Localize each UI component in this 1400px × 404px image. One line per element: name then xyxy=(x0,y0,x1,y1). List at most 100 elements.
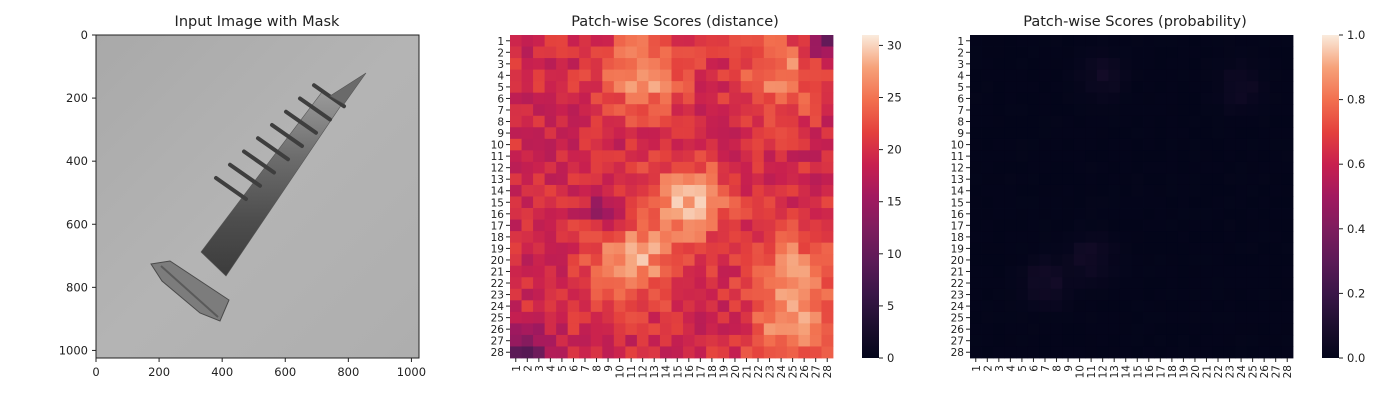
heatmap-cell xyxy=(740,242,753,255)
heatmap-cell xyxy=(1108,196,1121,209)
heatmap-cell xyxy=(671,173,684,186)
heatmap-cell xyxy=(1143,196,1155,209)
screw-tip xyxy=(329,72,367,105)
heatmap-cell xyxy=(556,311,569,324)
heatmap-cell xyxy=(510,46,522,59)
heatmap-cell xyxy=(1189,334,1202,347)
heatmap-cell xyxy=(970,334,982,347)
heatmap-cell xyxy=(1223,173,1236,186)
heatmap-cell xyxy=(1235,35,1248,47)
heatmap-cell xyxy=(1223,288,1236,301)
heatmap-cell xyxy=(510,219,522,232)
heatmap-cell xyxy=(970,219,982,232)
heatmap-cell xyxy=(521,300,534,313)
heatmap-cell xyxy=(1062,208,1075,220)
heatmap-cell xyxy=(556,115,569,128)
heatmap-cell xyxy=(1177,311,1190,324)
heatmap-cell xyxy=(798,219,811,232)
heatmap-cell xyxy=(775,254,788,267)
x-tick-label: 6 xyxy=(568,365,580,372)
heatmap-cell xyxy=(1050,196,1063,209)
heatmap-cell xyxy=(1235,277,1248,290)
heatmap-cell xyxy=(729,173,742,186)
heatmap-cell xyxy=(809,35,822,47)
heatmap-cell xyxy=(556,254,569,267)
probability-colorbar-ticks: 0.00.20.40.60.81.0 xyxy=(1339,28,1365,365)
heatmap-cell xyxy=(993,208,1006,220)
heatmap-cell xyxy=(717,58,730,71)
heatmap-cell xyxy=(510,58,522,71)
heatmap-cell xyxy=(775,242,788,255)
heatmap-cell xyxy=(1154,346,1167,359)
heatmap-cell xyxy=(1212,196,1225,209)
screw-thread xyxy=(284,109,318,135)
heatmap-cell xyxy=(671,184,684,197)
heatmap-cell xyxy=(740,46,753,59)
heatmap-cell xyxy=(671,231,684,244)
heatmap-cell xyxy=(729,161,742,174)
heatmap-cell xyxy=(821,311,834,324)
heatmap-cell xyxy=(510,311,522,324)
heatmap-cell xyxy=(683,231,695,244)
heatmap-cell xyxy=(659,173,672,186)
heatmap-cell xyxy=(1212,115,1225,128)
heatmap-cell xyxy=(1189,184,1202,197)
colorbar-tick-label: 1.0 xyxy=(1347,28,1365,42)
heatmap-cell xyxy=(1131,323,1144,336)
heatmap-cell xyxy=(1200,104,1213,117)
heatmap-cell xyxy=(1258,58,1271,71)
heatmap-cell xyxy=(706,242,719,255)
heatmap-cell xyxy=(706,138,719,151)
heatmap-cell xyxy=(1281,81,1294,94)
heatmap-cell xyxy=(1189,311,1202,324)
heatmap-cell xyxy=(1108,161,1121,174)
heatmap-cell xyxy=(1016,161,1029,174)
heatmap-cell xyxy=(1027,242,1040,255)
heatmap-cell xyxy=(602,196,615,209)
heatmap-cell xyxy=(625,242,638,255)
heatmap-cell xyxy=(1131,196,1144,209)
heatmap-cell xyxy=(798,46,811,59)
heatmap-cell xyxy=(533,92,546,105)
heatmap-cell xyxy=(625,173,638,186)
heatmap-cell xyxy=(1235,288,1248,301)
heatmap-cell xyxy=(556,81,569,94)
heatmap-cell xyxy=(1027,35,1040,47)
heatmap-cell xyxy=(1246,346,1259,359)
heatmap-cell xyxy=(1073,219,1086,232)
x-tick-label: 26 xyxy=(1259,365,1271,379)
heatmap-cell xyxy=(1189,127,1202,140)
heatmap-cell xyxy=(1223,277,1236,290)
heatmap-cell xyxy=(521,254,534,267)
heatmap-cell xyxy=(533,254,546,267)
heatmap-cell xyxy=(510,115,522,128)
heatmap-cell xyxy=(1281,173,1294,186)
heatmap-cell xyxy=(970,138,982,151)
heatmap-cell xyxy=(1108,58,1121,71)
heatmap-cell xyxy=(1085,288,1098,301)
heatmap-cell xyxy=(1212,92,1225,105)
heatmap-cell xyxy=(1004,254,1017,267)
y-tick-label: 12 xyxy=(491,163,504,175)
heatmap-cell xyxy=(1177,138,1190,151)
heatmap-cell xyxy=(993,58,1006,71)
x-tick-label: 16 xyxy=(1144,365,1156,379)
heatmap-cell xyxy=(993,300,1006,313)
heatmap-cell xyxy=(521,346,534,359)
heatmap-cell xyxy=(648,242,661,255)
heatmap-cell xyxy=(970,231,982,244)
heatmap-cell xyxy=(763,254,776,267)
heatmap-cell xyxy=(613,173,626,186)
heatmap-cell xyxy=(740,138,753,151)
heatmap-cell xyxy=(775,323,788,336)
x-tick-label: 27 xyxy=(1271,365,1283,378)
heatmap-cell xyxy=(821,127,834,140)
heatmap-cell xyxy=(1073,184,1086,197)
heatmap-cell xyxy=(648,346,661,359)
heatmap-cell xyxy=(648,115,661,128)
heatmap-cell xyxy=(993,69,1006,82)
heatmap-cell xyxy=(1177,288,1190,301)
heatmap-cell xyxy=(809,92,822,105)
heatmap-cell xyxy=(636,150,649,163)
